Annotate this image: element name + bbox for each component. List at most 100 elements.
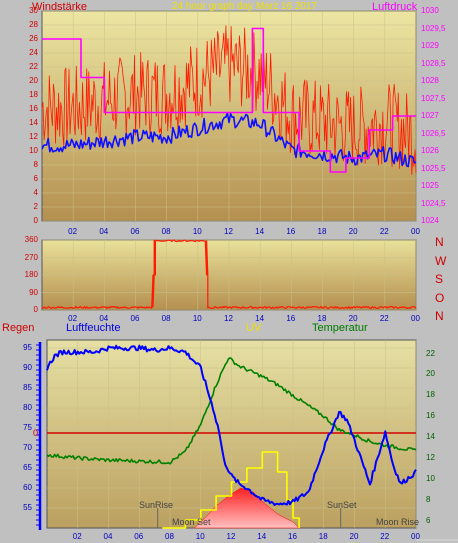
time-tick: 00 [411, 314, 420, 323]
rain-zero-tick: 0 [33, 428, 39, 438]
time-tick: 04 [99, 314, 109, 323]
pressure-tick: 1028 [421, 76, 439, 85]
wind-tick: 28 [29, 20, 38, 29]
pressure-tick: 1024,5 [421, 198, 446, 208]
sunset-label: SunSet [327, 500, 357, 510]
temperature-tick: 14 [426, 432, 435, 442]
humidity-label: Luftfeuchte [66, 322, 121, 334]
sunrise-label: SunRise [139, 500, 174, 510]
time-tick: 22 [380, 532, 390, 541]
time-tick: 14 [257, 532, 267, 541]
time-tick: 22 [379, 227, 389, 236]
wind-tick: 16 [29, 104, 38, 113]
temperature-line [46, 357, 417, 465]
wind-tick: 10 [29, 146, 38, 155]
time-tick: 18 [317, 314, 327, 323]
time-tick: 10 [192, 227, 202, 236]
time-tick: 12 [226, 532, 236, 541]
time-tick: 22 [379, 314, 389, 323]
temperature-label: Temperatur [312, 322, 368, 334]
time-tick: 08 [161, 314, 171, 323]
time-tick: 04 [103, 532, 113, 541]
compass-w-label: W [435, 253, 447, 268]
wind-tick: 2 [33, 202, 38, 211]
pressure-tick: 1025 [421, 181, 439, 190]
wind-tick: 20 [29, 76, 38, 85]
compass-n-label: N [435, 235, 444, 249]
time-tick: 14 [255, 227, 265, 236]
humidity-tick: 85 [23, 383, 32, 392]
wind-direction-line [41, 239, 417, 309]
time-tick: 08 [165, 532, 174, 541]
temperature-tick: 12 [426, 453, 435, 463]
wind-label: Windstärke [32, 1, 88, 13]
humidity-tick: 80 [23, 403, 32, 412]
time-tick: 14 [255, 314, 265, 323]
time-tick: 12 [224, 227, 233, 236]
time-tick: 12 [224, 314, 233, 323]
temperature-tick: 22 [426, 348, 435, 358]
time-tick: 00 [411, 532, 420, 541]
time-tick: 00 [411, 227, 420, 236]
time-tick: 18 [317, 227, 327, 236]
compass-s-label: S [435, 272, 444, 286]
time-tick: 06 [130, 314, 140, 323]
wind-tick: 18 [29, 90, 38, 99]
direction-tick: 270 [24, 252, 38, 262]
pressure-tick: 1027 [421, 111, 439, 120]
time-tick: 20 [348, 314, 358, 323]
wind-tick: 22 [29, 62, 38, 71]
pressure-tick: 1027,5 [421, 93, 446, 103]
wind-tick: 0 [33, 216, 38, 225]
humidity-tick: 75 [23, 423, 32, 432]
temperature-tick: 20 [426, 369, 435, 379]
temperature-tick: 10 [426, 473, 435, 483]
wind-gust-line [41, 25, 417, 176]
direction-tick: 0 [33, 305, 38, 314]
temperature-tick: 18 [426, 390, 435, 400]
pressure-label: Luftdruck [372, 1, 418, 13]
time-tick: 06 [130, 227, 140, 236]
time-tick: 08 [161, 227, 171, 236]
wind-tick: 8 [33, 160, 38, 169]
wind-tick: 4 [33, 188, 38, 197]
direction-tick: 180 [24, 270, 38, 279]
pressure-tick: 1024 [421, 216, 439, 225]
pressure-line [42, 27, 416, 173]
humidity-tick: 90 [23, 363, 32, 372]
time-tick: 16 [288, 532, 297, 541]
wind-tick: 12 [29, 132, 38, 141]
time-tick: 10 [195, 532, 205, 541]
pressure-tick: 1026,5 [421, 128, 446, 138]
temperature-tick: 6 [426, 515, 431, 525]
pressure-tick: 1028,5 [421, 58, 446, 68]
time-tick: 02 [68, 227, 78, 236]
pressure-tick: 1025,5 [421, 163, 446, 173]
time-tick: 18 [318, 532, 328, 541]
moonrise-label: Moon Rise [376, 517, 420, 527]
moonset-label: Moon Set [172, 517, 211, 527]
temperature-tick: 16 [426, 411, 435, 421]
direction-tick: 360 [24, 235, 38, 244]
graph-title: 24 hour graph day Marz 16 2017 [172, 1, 318, 12]
wind-tick: 30 [29, 6, 38, 15]
compass-n-label: N [435, 309, 444, 323]
humidity-tick: 70 [23, 443, 32, 452]
humidity-tick: 60 [23, 483, 32, 492]
time-tick: 02 [72, 532, 82, 541]
pressure-tick: 1029 [421, 41, 439, 50]
pressure-tick: 1029,5 [421, 23, 446, 33]
uv-line [162, 451, 300, 529]
time-tick: 20 [349, 532, 359, 541]
time-tick: 02 [68, 314, 78, 323]
time-tick: 04 [99, 227, 109, 236]
wind-tick: 26 [29, 34, 38, 43]
direction-tick: 90 [29, 287, 38, 297]
compass-o-label: O [435, 290, 445, 305]
humidity-tick: 95 [23, 343, 32, 352]
wind-tick: 6 [33, 174, 38, 183]
humidity-tick: 65 [23, 463, 32, 472]
humidity-tick: 55 [23, 503, 32, 512]
time-tick: 06 [134, 532, 144, 541]
